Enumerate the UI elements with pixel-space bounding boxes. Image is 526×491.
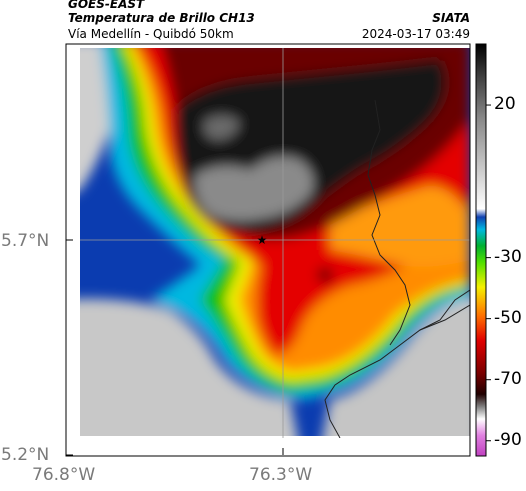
colorbar-tick-label: 20: [494, 94, 516, 115]
y-tick-label: 5.7°N: [1, 231, 50, 251]
timestamp-label: 2024-03-17 03:49: [361, 27, 470, 41]
colorbar-tick-label: -70: [494, 368, 522, 389]
colorbar-tick-label: -90: [494, 429, 522, 450]
satellite-image: [80, 48, 470, 438]
x-tick-label: 76.3°W: [249, 465, 313, 485]
satellite-name: GOES-EAST: [68, 0, 145, 11]
x-tick-label: 76.8°W: [32, 465, 96, 485]
y-tick-label: 5.2°N: [1, 445, 50, 465]
colorbar-ticks: [486, 104, 491, 442]
colorbar-tick-label: -50: [494, 307, 522, 328]
colorbar: [475, 43, 487, 457]
colorbar-tick-label: -30: [494, 246, 522, 267]
product-title: Temperatura de Brillo CH13: [68, 11, 255, 25]
agency-label: SIATA: [432, 11, 470, 25]
star-marker: ★: [257, 233, 268, 247]
map-frame: [65, 43, 471, 457]
region-subtitle: Vía Medellín - Quibdó 50km: [68, 27, 234, 41]
